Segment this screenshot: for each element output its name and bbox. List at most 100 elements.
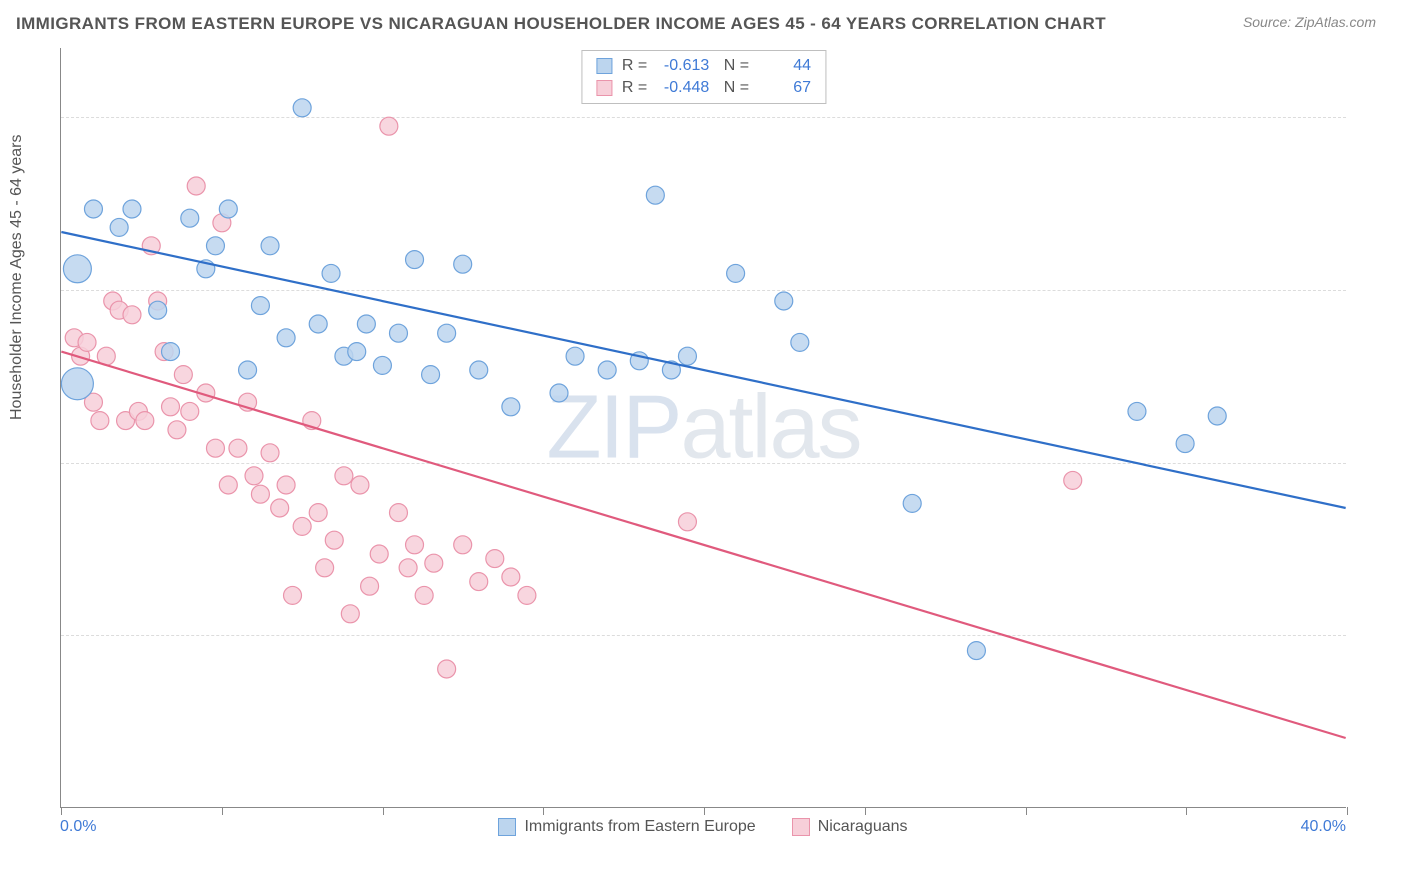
data-point xyxy=(361,577,379,595)
data-point xyxy=(348,343,366,361)
data-point xyxy=(316,559,334,577)
plot-svg xyxy=(61,48,1346,807)
data-point xyxy=(406,251,424,269)
x-tick xyxy=(61,807,62,815)
data-point xyxy=(162,343,180,361)
data-point xyxy=(239,361,257,379)
data-point xyxy=(903,494,921,512)
data-point xyxy=(370,545,388,563)
trend-line xyxy=(61,352,1345,738)
data-point xyxy=(775,292,793,310)
data-point xyxy=(123,306,141,324)
chart-container: IMMIGRANTS FROM EASTERN EUROPE VS NICARA… xyxy=(0,0,1406,892)
data-point xyxy=(425,554,443,572)
data-point xyxy=(219,200,237,218)
data-point xyxy=(1208,407,1226,425)
legend-swatch-1 xyxy=(792,818,810,836)
data-point xyxy=(136,412,154,430)
data-point xyxy=(181,209,199,227)
data-point xyxy=(454,536,472,554)
data-point xyxy=(251,297,269,315)
data-point xyxy=(646,186,664,204)
data-point xyxy=(415,586,433,604)
source-label: Source: ZipAtlas.com xyxy=(1243,14,1376,30)
data-point xyxy=(293,517,311,535)
chart-title: IMMIGRANTS FROM EASTERN EUROPE VS NICARA… xyxy=(16,14,1106,34)
data-point xyxy=(389,324,407,342)
data-point xyxy=(357,315,375,333)
data-point xyxy=(470,573,488,591)
data-point xyxy=(373,356,391,374)
data-point xyxy=(325,531,343,549)
data-point xyxy=(261,237,279,255)
data-point xyxy=(341,605,359,623)
data-point xyxy=(454,255,472,273)
data-point xyxy=(181,402,199,420)
stats-swatch-0 xyxy=(596,58,612,74)
data-point xyxy=(566,347,584,365)
stats-legend: R = -0.613 N = 44 R = -0.448 N = 67 xyxy=(581,50,826,104)
data-point xyxy=(470,361,488,379)
data-point xyxy=(245,467,263,485)
data-point xyxy=(162,398,180,416)
x-tick xyxy=(1186,807,1187,815)
data-point xyxy=(277,329,295,347)
data-point xyxy=(168,421,186,439)
data-point xyxy=(351,476,369,494)
data-point xyxy=(271,499,289,517)
x-tick xyxy=(222,807,223,815)
stat-r-0: -0.613 xyxy=(657,55,709,77)
data-point xyxy=(187,177,205,195)
data-point xyxy=(502,398,520,416)
stats-row-0: R = -0.613 N = 44 xyxy=(596,55,811,77)
data-point xyxy=(406,536,424,554)
stats-swatch-1 xyxy=(596,80,612,96)
data-point xyxy=(1176,435,1194,453)
data-point xyxy=(727,264,745,282)
data-point xyxy=(61,368,93,400)
y-axis-label: Householder Income Ages 45 - 64 years xyxy=(8,135,26,421)
x-tick xyxy=(543,807,544,815)
data-point xyxy=(1064,471,1082,489)
data-point xyxy=(380,117,398,135)
x-tick xyxy=(1026,807,1027,815)
data-point xyxy=(309,504,327,522)
x-tick xyxy=(704,807,705,815)
bottom-legend: Immigrants from Eastern Europe Nicaragua… xyxy=(0,818,1406,836)
data-point xyxy=(110,218,128,236)
data-point xyxy=(174,366,192,384)
data-point xyxy=(486,550,504,568)
data-point xyxy=(1128,402,1146,420)
data-point xyxy=(123,200,141,218)
data-point xyxy=(502,568,520,586)
data-point xyxy=(91,412,109,430)
data-point xyxy=(206,439,224,457)
data-point xyxy=(293,99,311,117)
data-point xyxy=(335,467,353,485)
x-tick xyxy=(1347,807,1348,815)
data-point xyxy=(598,361,616,379)
stat-n-0: 44 xyxy=(759,55,811,77)
data-point xyxy=(84,200,102,218)
data-point xyxy=(322,264,340,282)
data-point xyxy=(206,237,224,255)
data-point xyxy=(277,476,295,494)
legend-item-1: Nicaraguans xyxy=(792,818,908,836)
data-point xyxy=(518,586,536,604)
data-point xyxy=(219,476,237,494)
data-point xyxy=(78,333,96,351)
data-point xyxy=(791,333,809,351)
data-point xyxy=(678,513,696,531)
data-point xyxy=(678,347,696,365)
data-point xyxy=(389,504,407,522)
data-point xyxy=(229,439,247,457)
data-point xyxy=(422,366,440,384)
data-point xyxy=(63,255,91,283)
legend-item-0: Immigrants from Eastern Europe xyxy=(498,818,755,836)
x-tick xyxy=(383,807,384,815)
data-point xyxy=(149,301,167,319)
x-tick xyxy=(865,807,866,815)
stat-r-1: -0.448 xyxy=(657,77,709,99)
plot-area: $37,500$75,000$112,500$150,000 ZIPatlas … xyxy=(60,48,1346,808)
stats-row-1: R = -0.448 N = 67 xyxy=(596,77,811,99)
